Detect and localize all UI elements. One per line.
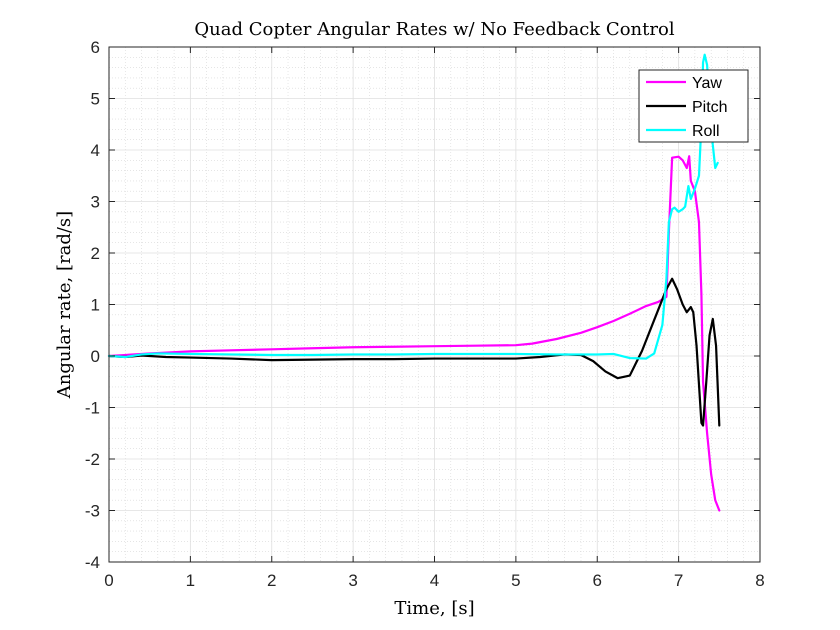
x-axis-ticks: 0 1 2 3 4 5 6 7 8 (104, 47, 765, 590)
x-tick-label: 8 (755, 571, 764, 590)
y-axis-label: Angular rate, [rad/s] (54, 211, 75, 399)
y-tick-label: -1 (85, 399, 100, 418)
x-tick-label: 0 (104, 571, 113, 590)
y-tick-label: -2 (85, 450, 100, 469)
y-tick-label: 4 (91, 141, 100, 160)
x-tick-label: 3 (348, 571, 357, 590)
y-tick-label: 1 (91, 296, 100, 315)
y-tick-label: -3 (85, 502, 100, 521)
legend-label-yaw: Yaw (692, 75, 722, 92)
y-tick-label: -4 (85, 553, 100, 572)
y-tick-label: 5 (91, 90, 100, 109)
y-tick-label: 0 (91, 347, 100, 366)
x-tick-label: 6 (593, 571, 602, 590)
y-tick-label: 2 (91, 244, 100, 263)
x-tick-label: 7 (674, 571, 683, 590)
x-tick-label: 5 (511, 571, 520, 590)
minor-grid (109, 47, 760, 562)
chart-title: Quad Copter Angular Rates w/ No Feedback… (194, 19, 674, 40)
x-tick-label: 4 (430, 571, 439, 590)
legend: Yaw Pitch Roll (638, 69, 749, 143)
y-axis-ticks: 6 5 4 3 2 1 0 -1 -2 -3 -4 (85, 38, 760, 572)
y-tick-label: 6 (91, 38, 100, 57)
y-tick-label: 3 (91, 193, 100, 212)
series-line-yaw (107, 155, 721, 512)
legend-label-roll: Roll (692, 123, 720, 140)
legend-label-pitch: Pitch (692, 99, 728, 116)
x-axis-label: Time, [s] (394, 598, 474, 619)
x-tick-label: 2 (267, 571, 276, 590)
x-tick-label: 1 (186, 571, 195, 590)
series-line-pitch (107, 277, 721, 427)
